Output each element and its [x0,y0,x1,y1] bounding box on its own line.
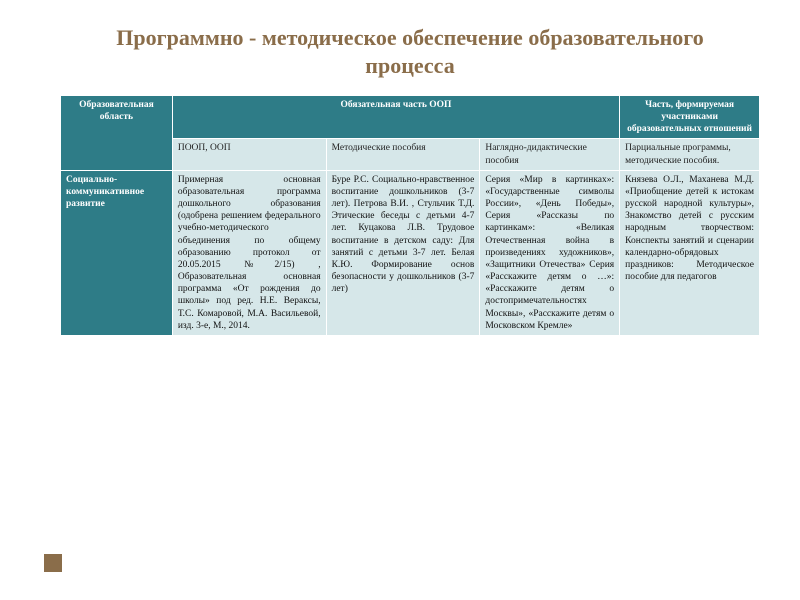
col-edu-area: Образовательная область [61,96,173,171]
cell-poop: Примерная основная образовательная прогр… [172,170,326,335]
cell-methodical: Буре Р.С. Социально-нравственное воспита… [326,170,480,335]
row-label: Социально-коммуникативное развитие [61,170,173,335]
sub-partial: Парциальные программы, методические посо… [620,139,760,170]
page-title: Программно - методическое обеспечение об… [60,24,760,79]
cell-visual: Серия «Мир в картинках»: «Государственны… [480,170,620,335]
accent-square-icon [44,554,62,572]
cell-partial: Князева О.Л., Маханева М.Д. «Приобщение … [620,170,760,335]
table-header-row: Образовательная область Обязательная час… [61,96,760,139]
sub-poop: ПООП, ООП [172,139,326,170]
col-participant: Часть, формируемая участниками образоват… [620,96,760,139]
methodical-table: Образовательная область Обязательная час… [60,95,760,336]
sub-visual: Наглядно-дидактические пособия [480,139,620,170]
col-mandatory: Обязательная часть ООП [172,96,619,139]
table-row: Социально-коммуникативное развитие Приме… [61,170,760,335]
sub-methodical: Методические пособия [326,139,480,170]
slide: Программно - методическое обеспечение об… [0,0,800,600]
